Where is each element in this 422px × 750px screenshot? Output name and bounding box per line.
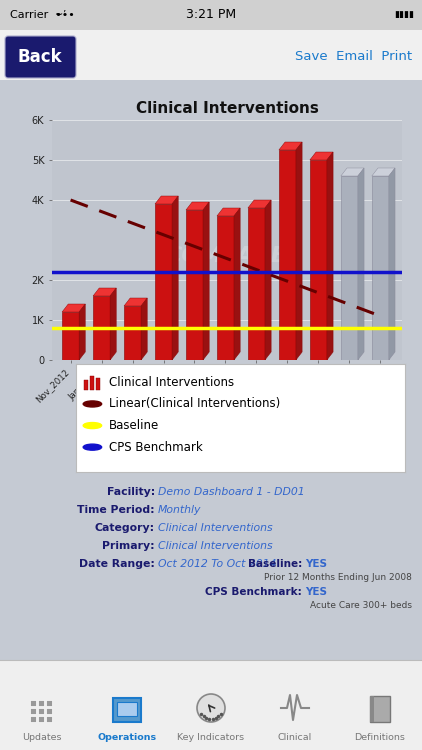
Bar (62, 312, 79, 360)
Polygon shape (203, 202, 209, 360)
Text: Clinical Interventions: Clinical Interventions (158, 523, 273, 533)
Text: YES: YES (305, 587, 327, 597)
Bar (38, 708, 44, 714)
Polygon shape (141, 298, 147, 360)
Text: Time Period:: Time Period: (77, 505, 155, 515)
Polygon shape (217, 208, 240, 216)
Polygon shape (110, 288, 116, 360)
Bar (0, 0, 422, 30)
Polygon shape (172, 196, 178, 360)
Polygon shape (341, 168, 364, 176)
Text: Date Range:: Date Range: (79, 559, 155, 569)
Text: ~’: ~’ (55, 10, 66, 20)
Circle shape (83, 401, 102, 407)
Polygon shape (124, 298, 147, 306)
Bar (279, 150, 296, 360)
Text: Primary:: Primary: (103, 541, 155, 551)
FancyBboxPatch shape (5, 36, 76, 78)
Bar (0, 660, 422, 750)
Circle shape (197, 694, 225, 722)
Bar (46, 700, 52, 706)
Polygon shape (265, 200, 271, 360)
Bar (341, 176, 358, 360)
Text: COMPARE: COMPARE (165, 246, 286, 266)
Bar (46, 716, 52, 722)
Text: Updates: Updates (22, 734, 62, 742)
Bar (30, 700, 36, 706)
Polygon shape (62, 304, 85, 312)
Text: Key Indicators: Key Indicators (177, 734, 245, 742)
Bar (84, 380, 89, 390)
Polygon shape (79, 304, 85, 360)
Bar (52, 376, 422, 380)
FancyBboxPatch shape (370, 696, 390, 722)
Polygon shape (389, 168, 395, 360)
Bar (248, 208, 265, 360)
Text: Prior 12 Months Ending Jun 2008: Prior 12 Months Ending Jun 2008 (264, 574, 412, 583)
Polygon shape (186, 202, 209, 210)
Polygon shape (327, 152, 333, 360)
Polygon shape (248, 200, 271, 208)
Text: Definitions: Definitions (354, 734, 406, 742)
Bar (90, 376, 94, 390)
Title: Clinical Interventions: Clinical Interventions (135, 101, 319, 116)
Bar (30, 716, 36, 722)
Text: Clinical: Clinical (278, 734, 312, 742)
Bar (217, 216, 234, 360)
Text: 3:21 PM: 3:21 PM (186, 8, 236, 22)
Bar (30, 708, 36, 714)
Bar (310, 160, 327, 360)
Text: YES: YES (305, 559, 327, 569)
FancyBboxPatch shape (113, 698, 141, 722)
Polygon shape (310, 152, 333, 160)
Polygon shape (234, 208, 240, 360)
Text: Clinical Interventions: Clinical Interventions (158, 541, 273, 551)
Bar (96, 378, 100, 390)
Text: Acute Care 300+ beds: Acute Care 300+ beds (310, 602, 412, 610)
Text: Baseline: Baseline (109, 419, 159, 432)
Bar (46, 708, 52, 714)
Polygon shape (279, 142, 302, 150)
Text: Facility:: Facility: (107, 487, 155, 497)
Bar (186, 210, 203, 360)
Bar (38, 700, 44, 706)
Polygon shape (372, 168, 395, 176)
Text: Back: Back (18, 48, 62, 66)
Bar (155, 204, 172, 360)
Text: ▮▮▮▮: ▮▮▮▮ (394, 10, 414, 20)
Bar (124, 306, 141, 360)
Text: Category:: Category: (95, 523, 155, 533)
Text: Monthly: Monthly (158, 505, 201, 515)
Text: Linear(Clinical Interventions): Linear(Clinical Interventions) (109, 398, 280, 410)
Text: Demo Dashboard 1 - DD01: Demo Dashboard 1 - DD01 (158, 487, 305, 497)
Text: Save  Email  Print: Save Email Print (295, 50, 412, 64)
Bar (0, 30, 422, 80)
Bar (93, 296, 110, 360)
Text: Carrier  •••: Carrier ••• (10, 10, 75, 20)
FancyBboxPatch shape (117, 702, 137, 716)
Polygon shape (296, 142, 302, 360)
Text: Operations: Operations (97, 734, 157, 742)
Text: CPS Benchmark: CPS Benchmark (109, 441, 203, 454)
Polygon shape (93, 288, 116, 296)
Bar (52, 360, 417, 376)
Text: Clinical Interventions: Clinical Interventions (109, 376, 234, 388)
Bar (372, 176, 389, 360)
Text: CPS Benchmark:: CPS Benchmark: (205, 587, 302, 597)
Bar (370, 696, 374, 722)
Polygon shape (155, 196, 178, 204)
Text: Baseline:: Baseline: (248, 559, 302, 569)
Circle shape (83, 444, 102, 450)
Bar (0, 480, 422, 660)
Circle shape (83, 422, 102, 428)
Bar (0, 80, 422, 480)
Bar (38, 716, 44, 722)
Polygon shape (358, 168, 364, 360)
Text: Oct 2012 To Oct 2014: Oct 2012 To Oct 2014 (158, 559, 276, 569)
